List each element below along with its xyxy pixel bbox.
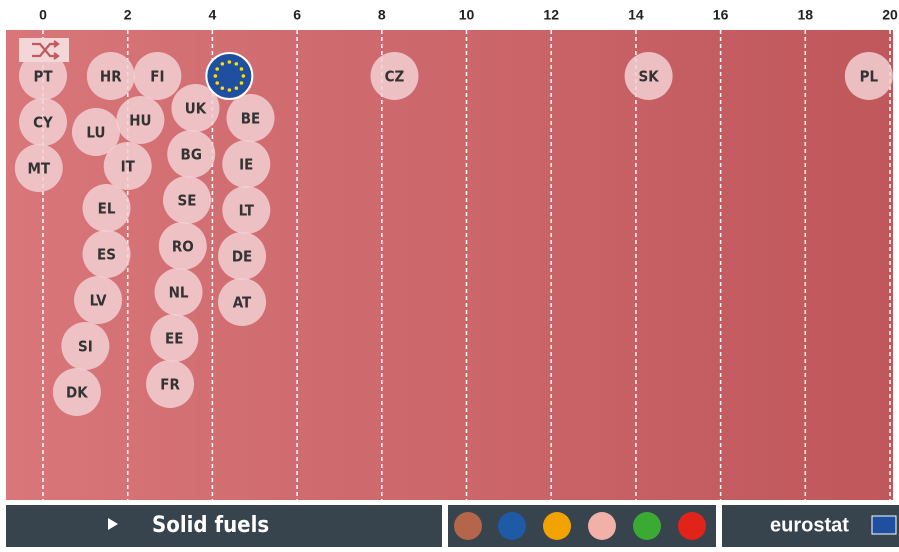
eu-star <box>239 81 244 85</box>
country-label: IT <box>121 158 136 176</box>
icon-bar <box>448 505 716 547</box>
country-label: MT <box>27 160 50 178</box>
eu-star <box>241 74 246 78</box>
eu-flag <box>871 515 897 535</box>
country-label: LU <box>86 124 105 142</box>
x-tick-label: 20 <box>882 7 898 23</box>
country-label: DK <box>66 384 88 402</box>
country-bubble <box>61 322 110 370</box>
country-bubble <box>171 84 220 132</box>
country-label: EL <box>98 200 116 218</box>
brand: eurostat <box>770 514 849 536</box>
country-bubble <box>624 52 673 100</box>
eu-star <box>220 62 225 66</box>
country-bubble <box>222 186 271 234</box>
country-label: AT <box>233 294 252 312</box>
country-label: SI <box>78 338 93 356</box>
country-bubble <box>86 52 135 100</box>
country-label: HR <box>100 68 122 86</box>
country-bubble <box>133 52 182 100</box>
country-bubble <box>162 176 211 224</box>
x-tick-label: 4 <box>209 7 217 23</box>
country-bubble <box>116 96 165 144</box>
country-bubble <box>167 130 216 178</box>
country-bubble <box>103 142 152 190</box>
country-bubble <box>218 232 267 280</box>
eu-star <box>220 86 225 90</box>
eu-star <box>215 67 220 71</box>
country-label: BG <box>181 146 202 164</box>
x-tick-label: 18 <box>798 7 814 23</box>
country-bubble <box>74 276 123 324</box>
x-tick-label: 14 <box>628 7 644 23</box>
country-bubble <box>370 52 419 100</box>
country-bubble <box>844 52 893 100</box>
country-label: FI <box>150 68 164 86</box>
x-tick-label: 10 <box>459 7 475 23</box>
country-bubble <box>150 314 199 362</box>
country-bubble <box>82 184 131 232</box>
country-bubble <box>226 94 275 142</box>
country-label: ES <box>97 246 116 264</box>
country-label: PT <box>33 68 53 86</box>
country-label: SE <box>178 192 197 210</box>
country-label: DE <box>232 248 252 266</box>
country-label: LT <box>239 202 255 220</box>
footer-title: Solid fuels <box>152 513 269 538</box>
x-tick-label: 2 <box>124 7 132 23</box>
x-tick-label: 12 <box>543 7 559 23</box>
eu-star <box>227 60 232 64</box>
country-bubble <box>158 222 207 270</box>
play-button[interactable] <box>108 518 118 530</box>
country-bubble <box>82 230 131 278</box>
country-bubble <box>146 360 195 408</box>
eu-marker <box>205 52 254 100</box>
x-tick-label: 0 <box>39 7 47 23</box>
country-label: CZ <box>385 68 405 86</box>
country-label: RO <box>172 238 194 256</box>
country-bubble <box>71 108 120 156</box>
country-label: UK <box>185 100 207 118</box>
brand-bar <box>722 505 899 547</box>
country-bubble <box>19 98 67 146</box>
eu-star <box>213 74 218 78</box>
eu-star <box>227 88 232 92</box>
country-label: BE <box>241 110 261 128</box>
country-label: NL <box>169 284 189 302</box>
country-label: IE <box>239 156 253 174</box>
country-bubble <box>52 368 101 416</box>
eu-star <box>215 81 220 85</box>
country-label: PL <box>860 68 879 86</box>
country-label: HU <box>129 112 151 130</box>
country-bubble <box>14 144 63 192</box>
x-tick-label: 16 <box>713 7 729 23</box>
country-bubble <box>222 140 271 188</box>
country-label: CY <box>33 114 53 132</box>
country-label: LV <box>90 292 108 310</box>
footer-bar <box>6 505 442 547</box>
fuel-icons[interactable] <box>454 512 706 540</box>
country-bubble <box>154 268 203 316</box>
country-bubble <box>218 278 267 326</box>
shuffle-button[interactable] <box>19 38 69 62</box>
country-label: EE <box>165 330 183 348</box>
eu-star <box>234 62 239 66</box>
country-label: SK <box>639 68 660 86</box>
x-tick-label: 8 <box>378 7 386 23</box>
eu-star <box>234 86 239 90</box>
country-label: FR <box>160 376 180 394</box>
country-bubble <box>19 52 67 100</box>
x-tick-label: 6 <box>293 7 301 23</box>
eu-star <box>239 67 244 71</box>
